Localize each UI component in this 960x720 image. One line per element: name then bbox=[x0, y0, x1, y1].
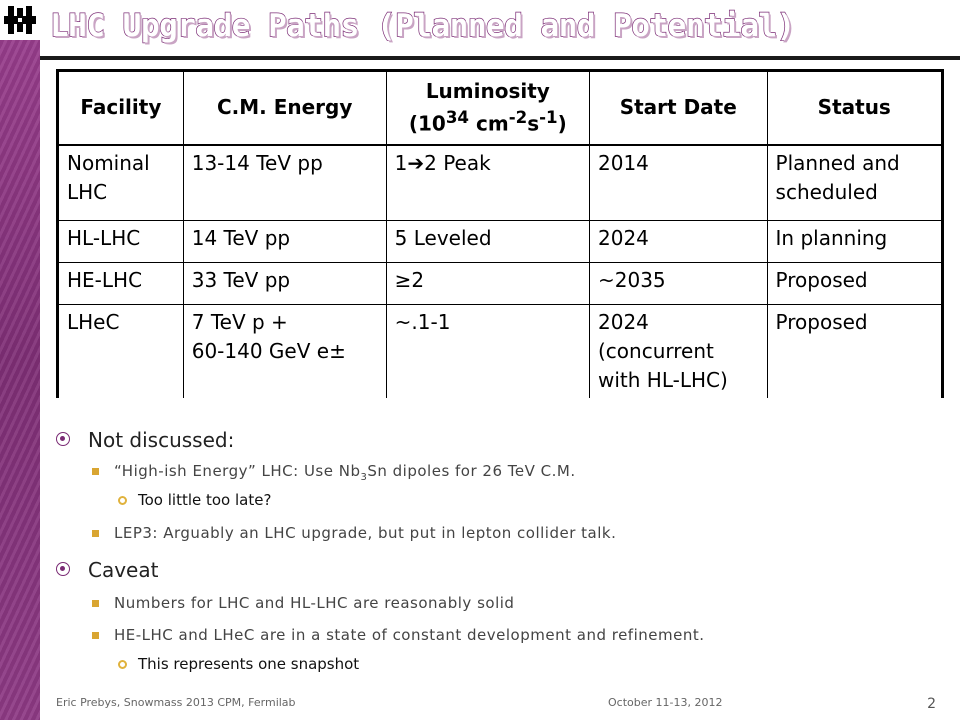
header-facility: Facility bbox=[56, 69, 184, 146]
cell-status: In planning bbox=[766, 220, 945, 263]
title-divider bbox=[40, 56, 960, 60]
cell-status: Proposed bbox=[766, 304, 945, 398]
side-bar bbox=[0, 0, 40, 720]
cell-date-line: with HL-LHC) bbox=[598, 368, 728, 392]
table-row: HE-LHC 33 TeV pp ≥2 ~2035 Proposed bbox=[56, 262, 945, 305]
cell-status: Proposed bbox=[766, 262, 945, 305]
circle-bullet-icon bbox=[56, 432, 70, 446]
table-row: LHeC 7 TeV p + 60-140 GeV e± ~.1-1 2024 … bbox=[56, 304, 945, 398]
header-luminosity-units: (1034 cm-2s-1) bbox=[408, 107, 567, 136]
square-bullet-icon bbox=[92, 530, 99, 537]
cell-date-line: (concurrent bbox=[598, 339, 714, 363]
square-bullet-icon bbox=[92, 632, 99, 639]
circle-bullet-icon bbox=[56, 562, 70, 576]
header-luminosity: Luminosity (1034 cm-2s-1) bbox=[385, 69, 591, 146]
cell-facility: LHeC bbox=[56, 304, 184, 398]
bullet-level1: Caveat bbox=[56, 554, 936, 588]
fermilab-logo bbox=[0, 0, 40, 40]
bullet-text: Not discussed: bbox=[88, 428, 235, 452]
page-number: 2 bbox=[927, 696, 936, 712]
square-bullet-icon bbox=[92, 468, 99, 475]
cell-start-date: 2024 bbox=[589, 220, 768, 263]
header-luminosity-label: Luminosity bbox=[425, 78, 550, 103]
cell-luminosity: 5 Leveled bbox=[385, 220, 591, 263]
footer-author: Eric Prebys, Snowmass 2013 CPM, Fermilab bbox=[56, 696, 296, 709]
bullet-level2: LEP3: Arguably an LHC upgrade, but put i… bbox=[56, 520, 936, 548]
bullet-level1: Not discussed: bbox=[56, 424, 936, 458]
bullet-text: Numbers for LHC and HL-LHC are reasonabl… bbox=[114, 594, 515, 612]
cell-energy: 13-14 TeV pp bbox=[182, 144, 387, 221]
ring-bullet-icon bbox=[118, 660, 127, 669]
bullet-level2: “High-ish Energy” LHC: Use Nb3Sn dipoles… bbox=[56, 458, 936, 486]
cell-energy: 7 TeV p + 60-140 GeV e± bbox=[182, 304, 387, 398]
cell-facility: HL-LHC bbox=[56, 220, 184, 263]
header-status: Status bbox=[766, 69, 945, 146]
bullet-list: Not discussed: “High-ish Energy” LHC: Us… bbox=[56, 424, 936, 680]
cell-start-date: 2014 bbox=[589, 144, 768, 221]
bullet-level2: Numbers for LHC and HL-LHC are reasonabl… bbox=[56, 590, 936, 618]
cell-luminosity: ~.1-1 bbox=[385, 304, 591, 398]
bullet-level3: This represents one snapshot bbox=[56, 650, 936, 680]
cell-energy: 33 TeV pp bbox=[182, 262, 387, 305]
header-start-date: Start Date bbox=[589, 69, 768, 146]
table-header-row: Facility C.M. Energy Luminosity (1034 cm… bbox=[56, 69, 945, 146]
square-bullet-icon bbox=[92, 600, 99, 607]
footer-date: October 11-13, 2012 bbox=[608, 696, 723, 709]
cell-date-line: 2024 bbox=[598, 310, 649, 334]
cell-energy-line: 7 TeV p + bbox=[191, 310, 288, 334]
header-cm-energy: C.M. Energy bbox=[182, 69, 387, 146]
cell-luminosity: 1➔2 Peak bbox=[385, 144, 591, 221]
bullet-text: LEP3: Arguably an LHC upgrade, but put i… bbox=[114, 524, 617, 542]
table-row: HL-LHC 14 TeV pp 5 Leveled 2024 In plann… bbox=[56, 220, 945, 263]
cell-luminosity: ≥2 bbox=[385, 262, 591, 305]
cell-energy-line: 60-140 GeV e± bbox=[191, 339, 346, 363]
bullet-level2: HE-LHC and LHeC are in a state of consta… bbox=[56, 622, 936, 650]
bullet-text: Caveat bbox=[88, 558, 159, 582]
bullet-text: HE-LHC and LHeC are in a state of consta… bbox=[114, 626, 705, 644]
fermilab-logo-icon bbox=[4, 6, 36, 34]
cell-facility: HE-LHC bbox=[56, 262, 184, 305]
bullet-text: “High-ish Energy” LHC: Use Nb3Sn dipoles… bbox=[114, 462, 576, 483]
cell-start-date: 2024 (concurrent with HL-LHC) bbox=[589, 304, 768, 398]
table-row: Nominal LHC 13-14 TeV pp 1➔2 Peak 2014 P… bbox=[56, 144, 945, 221]
cell-start-date: ~2035 bbox=[589, 262, 768, 305]
cell-facility: Nominal LHC bbox=[56, 144, 184, 221]
bullet-text: This represents one snapshot bbox=[138, 655, 360, 673]
cell-status: Planned and scheduled bbox=[766, 144, 945, 221]
bullet-text: Too little too late? bbox=[138, 491, 272, 509]
upgrade-paths-table: Facility C.M. Energy Luminosity (1034 cm… bbox=[56, 69, 945, 398]
slide-title: LHC Upgrade Paths (Planned and Potential… bbox=[49, 7, 796, 44]
ring-bullet-icon bbox=[118, 496, 127, 505]
bullet-level3: Too little too late? bbox=[56, 486, 936, 516]
cell-energy: 14 TeV pp bbox=[182, 220, 387, 263]
